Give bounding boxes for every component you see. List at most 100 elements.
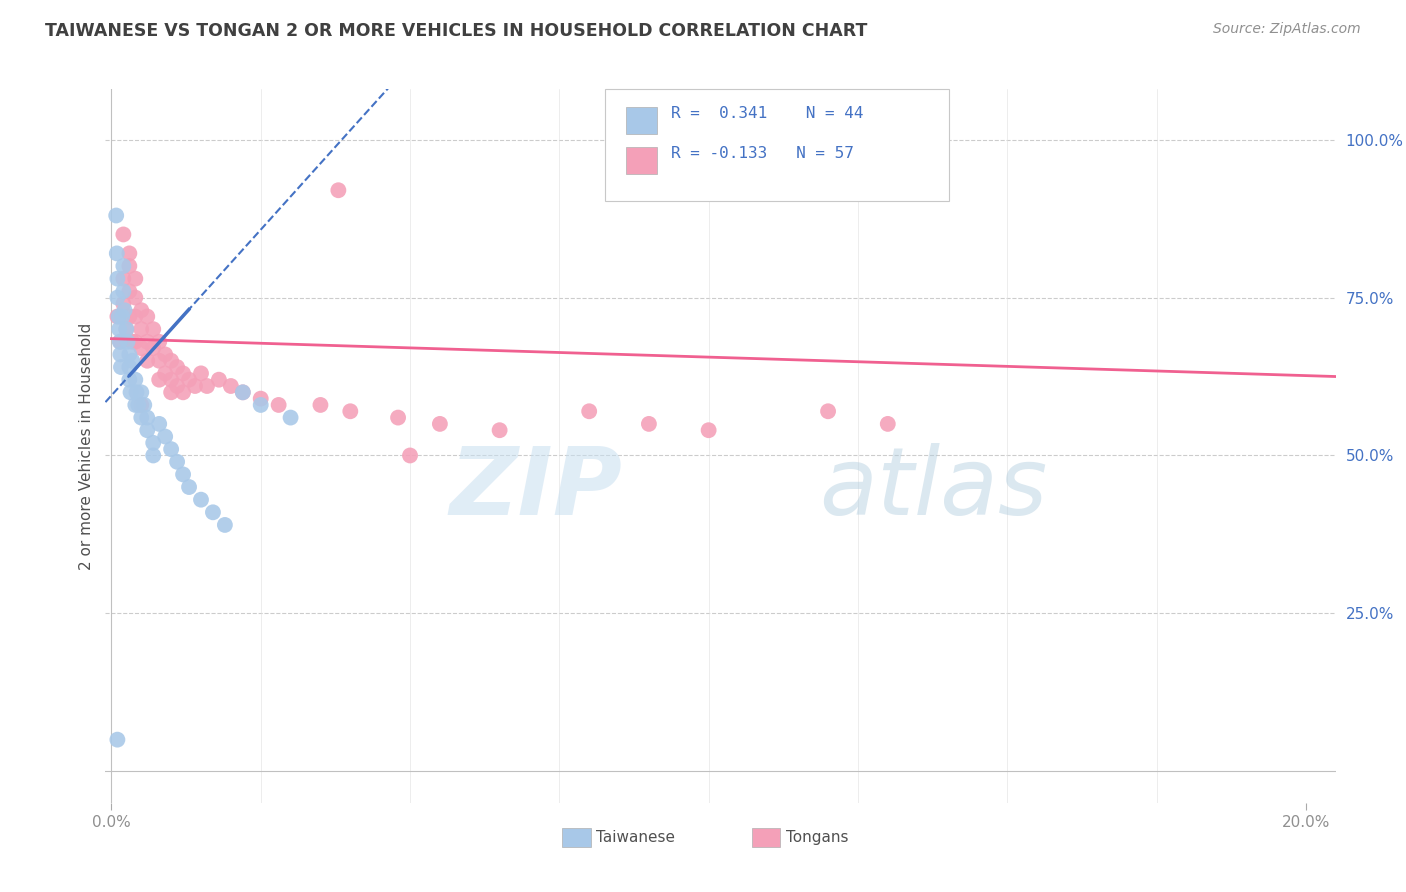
Point: [267, 398, 290, 412]
Point: [118, 310, 141, 324]
Point: [219, 379, 242, 393]
Point: [118, 246, 141, 260]
Point: [172, 385, 194, 400]
Point: [129, 410, 152, 425]
Point: [578, 404, 600, 418]
Point: [108, 334, 131, 349]
Point: [190, 492, 212, 507]
Point: [142, 341, 165, 355]
Point: [120, 385, 142, 400]
Point: [124, 310, 146, 324]
Point: [115, 322, 138, 336]
Point: [118, 347, 141, 361]
Point: [136, 310, 159, 324]
Point: [148, 353, 170, 368]
Point: [118, 373, 141, 387]
Point: [117, 334, 139, 349]
Text: Tongans: Tongans: [786, 830, 848, 845]
Point: [129, 398, 152, 412]
Point: [105, 310, 128, 324]
Point: [134, 398, 156, 412]
Text: R =  0.341    N = 44: R = 0.341 N = 44: [671, 106, 863, 121]
Point: [129, 322, 152, 336]
Point: [114, 303, 136, 318]
Point: [112, 285, 135, 299]
Point: [208, 373, 231, 387]
Point: [232, 385, 254, 400]
Point: [166, 379, 188, 393]
Point: [201, 505, 224, 519]
Point: [214, 517, 236, 532]
Point: [118, 360, 141, 375]
Point: [249, 398, 271, 412]
Point: [112, 227, 135, 242]
Point: [876, 417, 898, 431]
Point: [121, 353, 143, 368]
Point: [153, 429, 176, 443]
Point: [142, 322, 165, 336]
Point: [177, 480, 200, 494]
Point: [148, 334, 170, 349]
Point: [124, 334, 146, 349]
Point: [190, 367, 212, 381]
Point: [160, 353, 183, 368]
Text: R = -0.133   N = 57: R = -0.133 N = 57: [671, 146, 853, 161]
Point: [105, 732, 128, 747]
Point: [184, 379, 207, 393]
Point: [280, 410, 302, 425]
Point: [136, 423, 159, 437]
Point: [105, 291, 128, 305]
Point: [399, 449, 422, 463]
Point: [142, 449, 165, 463]
Point: [488, 423, 510, 437]
Point: [153, 347, 176, 361]
Point: [124, 271, 146, 285]
Point: [129, 341, 152, 355]
Point: [638, 417, 661, 431]
Point: [195, 379, 218, 393]
Point: [129, 303, 152, 318]
Point: [111, 310, 134, 324]
Point: [697, 423, 720, 437]
Point: [172, 367, 194, 381]
Text: Source: ZipAtlas.com: Source: ZipAtlas.com: [1213, 22, 1361, 37]
Point: [127, 398, 149, 412]
Point: [125, 385, 148, 400]
Point: [153, 367, 176, 381]
Point: [105, 271, 128, 285]
Point: [142, 435, 165, 450]
Point: [232, 385, 254, 400]
Point: [309, 398, 332, 412]
Point: [328, 183, 350, 197]
Point: [339, 404, 361, 418]
Text: Taiwanese: Taiwanese: [596, 830, 675, 845]
Point: [118, 285, 141, 299]
Point: [105, 246, 128, 260]
Text: ZIP: ZIP: [450, 442, 621, 535]
Point: [105, 209, 128, 223]
Y-axis label: 2 or more Vehicles in Household: 2 or more Vehicles in Household: [79, 322, 94, 570]
Point: [108, 322, 131, 336]
Point: [160, 373, 183, 387]
Point: [177, 373, 200, 387]
Point: [166, 455, 188, 469]
Point: [136, 334, 159, 349]
Point: [817, 404, 839, 418]
Point: [148, 417, 170, 431]
Point: [136, 410, 159, 425]
Point: [118, 259, 141, 273]
Point: [115, 322, 138, 336]
Text: TAIWANESE VS TONGAN 2 OR MORE VEHICLES IN HOUSEHOLD CORRELATION CHART: TAIWANESE VS TONGAN 2 OR MORE VEHICLES I…: [45, 22, 868, 40]
Point: [172, 467, 194, 482]
Point: [160, 385, 183, 400]
Point: [112, 297, 135, 311]
Point: [124, 373, 146, 387]
Point: [387, 410, 409, 425]
Point: [110, 334, 132, 349]
Point: [129, 385, 152, 400]
Point: [136, 353, 159, 368]
Point: [110, 360, 132, 375]
Point: [249, 392, 271, 406]
Point: [160, 442, 183, 457]
Point: [124, 291, 146, 305]
